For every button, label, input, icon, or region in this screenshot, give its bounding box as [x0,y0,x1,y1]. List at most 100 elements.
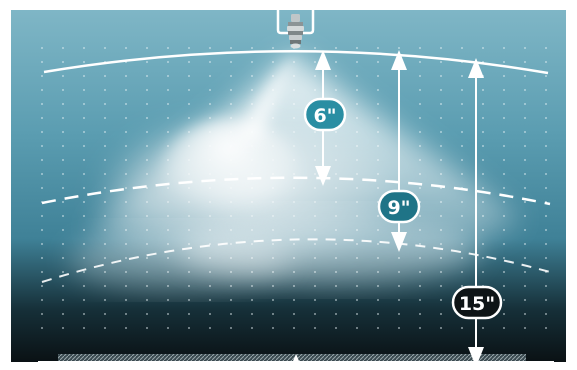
arc-9-inch [41,238,551,283]
grid-dot [524,327,526,329]
grid-dot [335,47,337,49]
grid-dot [167,103,169,105]
grid-dot [41,299,43,301]
grid-dot [482,131,484,133]
grid-dot [62,47,64,49]
grid-dot [104,47,106,49]
grid-dot [524,299,526,301]
grid-dot [146,117,148,119]
target-surface-base [38,361,554,366]
grid-dot [230,299,232,301]
grid-dot [545,187,547,189]
grid-dot [545,145,547,147]
grid-dot [503,201,505,203]
grid-dot [251,47,253,49]
grid-dot [62,215,64,217]
grid-dot [545,75,547,77]
grid-dot [503,243,505,245]
grid-dot [272,285,274,287]
grid-dot [146,89,148,91]
grid-dot [104,285,106,287]
grid-dot [209,117,211,119]
grid-dot [545,229,547,231]
grid-dot [146,299,148,301]
grid-dot [62,327,64,329]
grid-dot [41,313,43,315]
grid-dot [419,285,421,287]
grid-dot [83,201,85,203]
grid-dot [503,145,505,147]
grid-dot [83,243,85,245]
grid-dot [104,117,106,119]
grid-dot [125,89,127,91]
grid-dot [545,159,547,161]
grid-dot [83,75,85,77]
grid-dot [545,173,547,175]
grid-dot [524,47,526,49]
grid-dot [419,327,421,329]
grid-dot [62,145,64,147]
grid-dot [209,103,211,105]
grid-dot [272,47,274,49]
grid-dot [503,257,505,259]
grid-dot [104,299,106,301]
grid-dot [83,313,85,315]
grid-dot [503,103,505,105]
grid-dot [83,327,85,329]
grid-dot [482,75,484,77]
grid-dot [62,117,64,119]
grid-dot [524,61,526,63]
grid-dot [440,145,442,147]
grid-dot [482,89,484,91]
grid-dot [545,299,547,301]
grid-dot [41,117,43,119]
grid-dot [188,299,190,301]
grid-dot [293,285,295,287]
badge-15-inch: 15" [451,285,503,320]
grid-dot [503,47,505,49]
grid-dot [545,117,547,119]
grid-dot [41,285,43,287]
grid-dot [335,285,337,287]
grid-dot [230,89,232,91]
grid-dot [146,47,148,49]
grid-dot [230,327,232,329]
grid-dot [398,313,400,315]
target-surface-hatch [58,354,526,361]
grid-dot [377,75,379,77]
grid-dot [545,131,547,133]
grid-dot [377,327,379,329]
badge-6-inch: 6" [303,97,347,132]
grid-dot [503,299,505,301]
grid-dot [440,103,442,105]
grid-dot [419,89,421,91]
grid-dot [230,75,232,77]
grid-dot [251,313,253,315]
grid-dot [41,103,43,105]
grid-dot [440,327,442,329]
grid-dot [524,257,526,259]
grid-dot [230,103,232,105]
grid-dot [356,61,358,63]
grid-dot [125,75,127,77]
grid-dot [62,299,64,301]
grid-dot [167,89,169,91]
badge-9-inch: 9" [377,189,421,224]
grid-dot [209,299,211,301]
grid-dot [62,271,64,273]
grid-dot [167,61,169,63]
grid-dot [461,89,463,91]
grid-dot [188,117,190,119]
grid-dot [503,173,505,175]
grid-dot [461,271,463,273]
grid-dot [62,187,64,189]
grid-dot [524,103,526,105]
grid-dot [545,89,547,91]
grid-dot [440,61,442,63]
grid-dot [461,173,463,175]
grid-dot [314,47,316,49]
grid-dot [335,313,337,315]
grid-dot [419,47,421,49]
grid-dot [419,131,421,133]
